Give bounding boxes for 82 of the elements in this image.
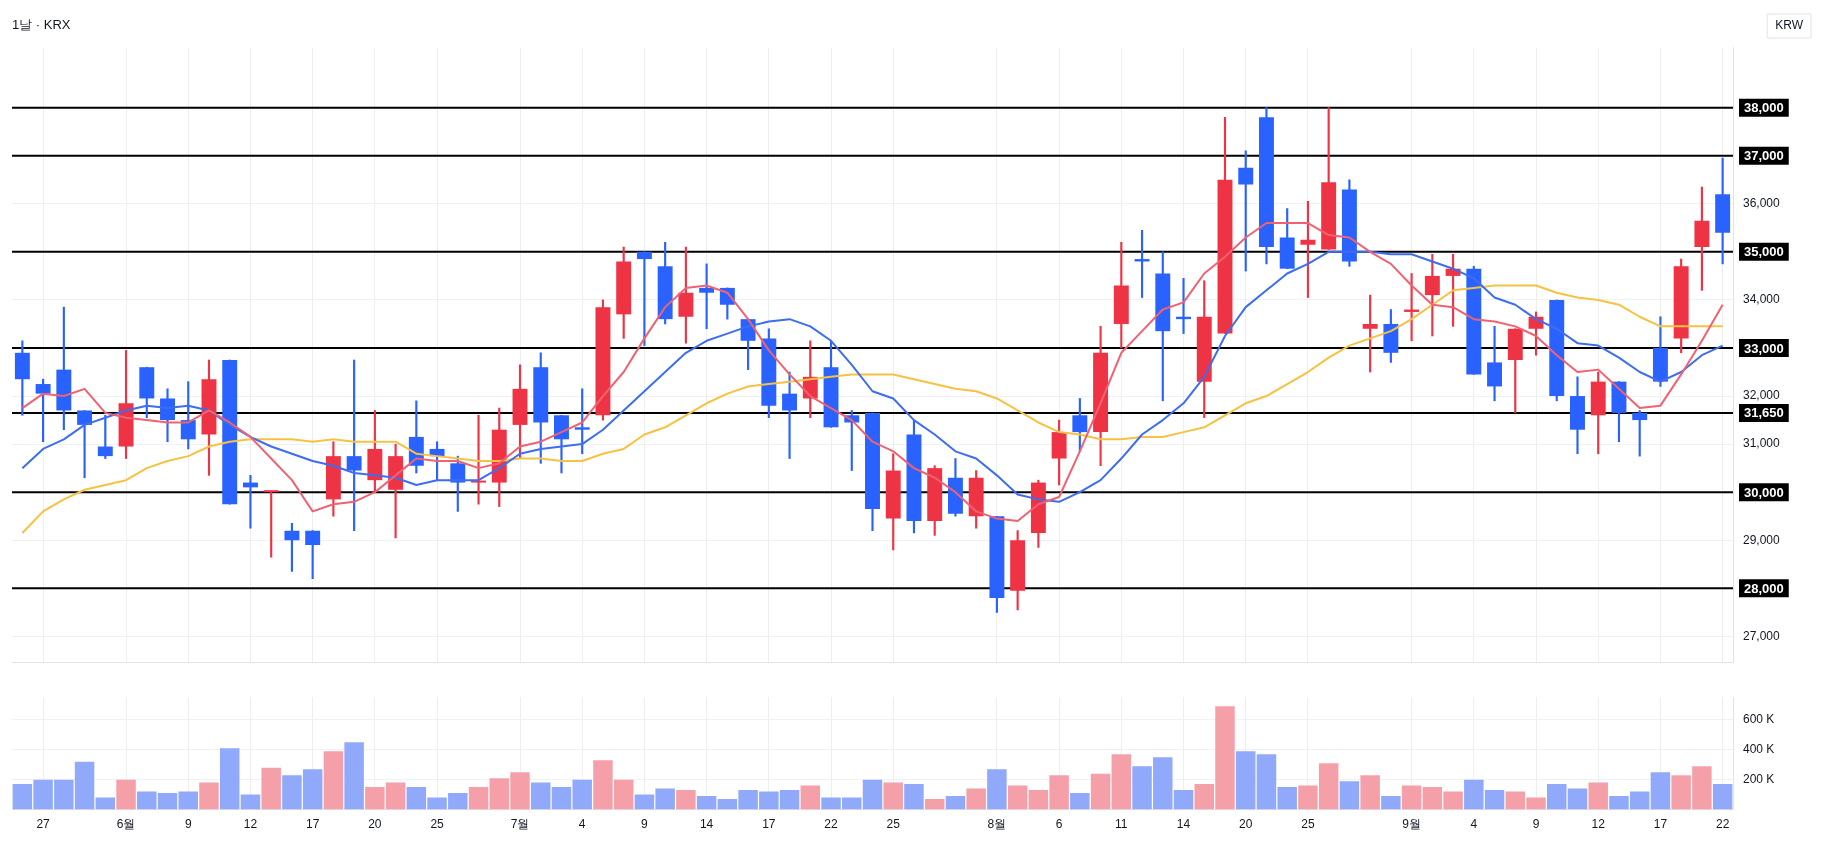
ref-line-label: 35,000: [1744, 244, 1784, 260]
bar: [1588, 782, 1608, 810]
bar: [1567, 788, 1588, 810]
bar: [800, 785, 821, 810]
x-tick-label: 25: [1301, 817, 1315, 832]
candlestick: [1487, 326, 1503, 402]
bar: [1547, 784, 1567, 810]
bar: [116, 779, 136, 810]
x-tick-label: 12: [243, 817, 258, 832]
bar: [1111, 754, 1132, 810]
bar: [1235, 751, 1256, 810]
y-tick-label: 36,000: [1743, 196, 1781, 211]
bar: [199, 782, 219, 810]
bar: [966, 788, 986, 810]
bar: [219, 748, 240, 810]
bar: [696, 796, 717, 810]
candlestick: [471, 414, 486, 505]
x-tick-label: 17: [305, 817, 320, 832]
text: KRW: [1775, 18, 1804, 33]
y-tick-label: 32,000: [1743, 388, 1781, 403]
bar: [1650, 772, 1671, 810]
bar: [240, 794, 261, 810]
y-tick-label: 600 K: [1743, 711, 1775, 726]
x-tick-label: 20: [368, 817, 382, 832]
x-tick-label: 12: [1591, 817, 1606, 832]
x-tick-label: 9: [184, 817, 192, 832]
bar: [676, 790, 696, 810]
x-tick-label: 6: [1055, 817, 1063, 832]
x-tick-label: 20: [1239, 817, 1253, 832]
x-tick-label: 17: [1653, 817, 1668, 832]
bar: [1712, 784, 1733, 810]
bar: [1381, 796, 1401, 810]
candlestick: [77, 410, 93, 479]
y-tick-label: 400 K: [1743, 741, 1775, 756]
candlestick: [782, 371, 798, 459]
bar: [344, 742, 364, 810]
ref-line-label: 37,000: [1744, 148, 1784, 164]
y-tick-label: 200 K: [1743, 771, 1775, 786]
ref-line-label: 31,650: [1744, 405, 1784, 421]
x-tick-label: 9: [641, 817, 649, 832]
ref-line-label: 38,000: [1744, 100, 1784, 116]
y-tick-label: 29,000: [1743, 532, 1781, 547]
bar: [531, 782, 551, 810]
ref-line-label: 28,000: [1744, 580, 1784, 596]
x-tick-label: 6월: [116, 817, 136, 832]
y-tick-label: 31,000: [1743, 436, 1781, 451]
bar: [924, 799, 945, 810]
candlestick: [263, 490, 279, 558]
ref-line-label: 33,000: [1744, 340, 1784, 356]
y-tick-label: 34,000: [1743, 292, 1781, 307]
ref-line-label: 30,000: [1744, 484, 1784, 500]
x-tick-label: 17: [762, 817, 776, 832]
x-tick-label: 22: [1715, 817, 1730, 832]
bar: [323, 751, 344, 810]
bar: [261, 767, 281, 810]
x-tick-label: 8월: [987, 817, 1007, 832]
x-tick-label: 25: [430, 817, 445, 832]
bar: [178, 791, 198, 810]
bar: [1007, 785, 1028, 810]
bar: [1090, 773, 1111, 810]
chart-title: 1날 · KRX: [12, 17, 71, 33]
x-tick-label: 25: [886, 817, 901, 832]
bar: [1401, 785, 1422, 810]
bar: [904, 784, 924, 810]
bar: [1360, 775, 1380, 810]
bar: [468, 787, 489, 810]
x-tick-label: 9: [1532, 817, 1540, 832]
x-tick-label: 4: [578, 817, 586, 832]
bar: [1339, 781, 1360, 810]
x-tick-label: 4: [1470, 817, 1478, 832]
x-tick-label: 27: [36, 817, 51, 832]
x-tick-label: 11: [1115, 817, 1128, 832]
x-tick-label: 22: [824, 817, 839, 832]
bar: [987, 769, 1007, 810]
x-tick-label: 9월: [1402, 817, 1421, 832]
x-tick-label: 14: [1176, 817, 1191, 832]
bar: [883, 782, 903, 810]
bar: [1070, 793, 1090, 810]
x-tick-label: 7월: [510, 817, 530, 832]
y-tick-label: 27,000: [1743, 628, 1781, 643]
bar: [945, 796, 966, 810]
x-tick-label: 14: [699, 817, 714, 832]
